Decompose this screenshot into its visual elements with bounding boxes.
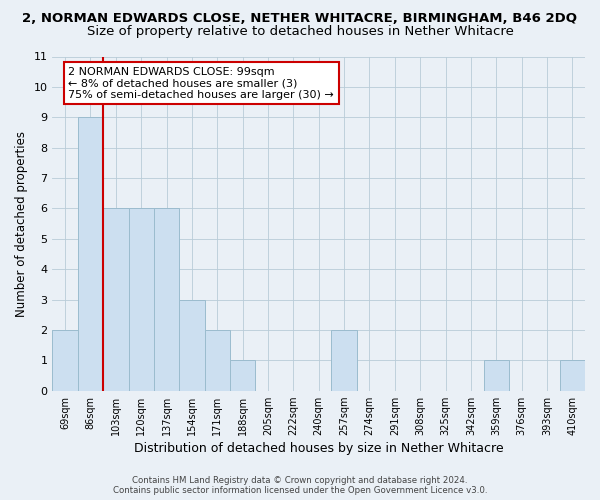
Bar <box>560 360 585 390</box>
Bar <box>128 208 154 390</box>
Bar <box>154 208 179 390</box>
Bar <box>331 330 357 390</box>
Y-axis label: Number of detached properties: Number of detached properties <box>15 130 28 316</box>
Bar <box>52 330 78 390</box>
X-axis label: Distribution of detached houses by size in Nether Whitacre: Distribution of detached houses by size … <box>134 442 503 455</box>
Bar <box>103 208 128 390</box>
Bar <box>484 360 509 390</box>
Bar <box>230 360 256 390</box>
Text: Size of property relative to detached houses in Nether Whitacre: Size of property relative to detached ho… <box>86 25 514 38</box>
Bar <box>78 118 103 390</box>
Text: 2 NORMAN EDWARDS CLOSE: 99sqm
← 8% of detached houses are smaller (3)
75% of sem: 2 NORMAN EDWARDS CLOSE: 99sqm ← 8% of de… <box>68 66 334 100</box>
Bar <box>179 300 205 390</box>
Bar <box>205 330 230 390</box>
Text: 2, NORMAN EDWARDS CLOSE, NETHER WHITACRE, BIRMINGHAM, B46 2DQ: 2, NORMAN EDWARDS CLOSE, NETHER WHITACRE… <box>23 12 577 26</box>
Text: Contains HM Land Registry data © Crown copyright and database right 2024.
Contai: Contains HM Land Registry data © Crown c… <box>113 476 487 495</box>
